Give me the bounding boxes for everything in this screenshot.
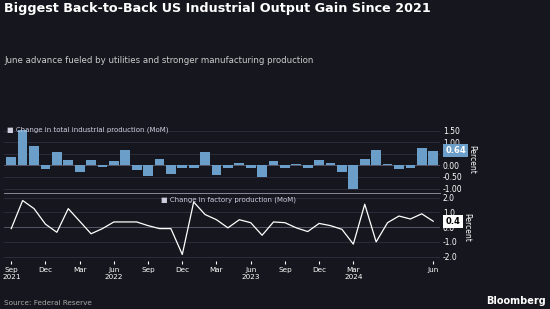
Bar — [132, 166, 141, 170]
Bar — [314, 160, 324, 166]
Text: Biggest Back-to-Back US Industrial Output Gain Since 2021: Biggest Back-to-Back US Industrial Outpu… — [4, 2, 431, 15]
Bar — [166, 166, 176, 174]
Text: Bloomberg: Bloomberg — [486, 296, 546, 306]
Bar — [75, 166, 85, 172]
Bar — [405, 166, 415, 168]
Bar — [223, 166, 233, 168]
Bar — [200, 152, 210, 166]
Bar — [178, 166, 187, 168]
Bar — [189, 166, 199, 168]
Bar — [257, 166, 267, 177]
Y-axis label: Percent: Percent — [468, 145, 476, 174]
Bar — [41, 166, 50, 169]
Bar — [371, 150, 381, 166]
Text: ■ Change in factory production (MoM): ■ Change in factory production (MoM) — [161, 197, 296, 203]
Text: Source: Federal Reserve: Source: Federal Reserve — [4, 300, 92, 306]
Bar — [29, 146, 39, 166]
Bar — [383, 164, 392, 166]
Bar — [52, 152, 62, 166]
Bar — [18, 130, 28, 166]
Bar — [280, 166, 290, 168]
Bar — [394, 166, 404, 169]
Bar — [155, 159, 164, 166]
Bar — [337, 166, 347, 172]
Bar — [86, 160, 96, 166]
Text: 0.4: 0.4 — [446, 217, 460, 226]
Bar — [97, 166, 107, 167]
Bar — [428, 151, 438, 166]
Bar — [417, 148, 427, 166]
Bar — [349, 166, 358, 188]
Text: 0.64: 0.64 — [446, 146, 466, 155]
Bar — [120, 150, 130, 166]
Bar — [268, 161, 278, 166]
Y-axis label: Percent: Percent — [463, 213, 471, 242]
Bar — [143, 166, 153, 176]
Bar — [303, 166, 312, 168]
Text: June advance fueled by utilities and stronger manufacturing production: June advance fueled by utilities and str… — [4, 56, 313, 65]
Bar — [326, 163, 336, 166]
Text: ■ Change in total industrial production (MoM): ■ Change in total industrial production … — [7, 126, 168, 133]
Bar — [292, 164, 301, 166]
Bar — [63, 160, 73, 166]
Bar — [212, 166, 221, 175]
Bar — [246, 166, 256, 168]
Bar — [7, 157, 16, 166]
Bar — [234, 163, 244, 166]
Bar — [360, 159, 370, 166]
Bar — [109, 161, 119, 166]
